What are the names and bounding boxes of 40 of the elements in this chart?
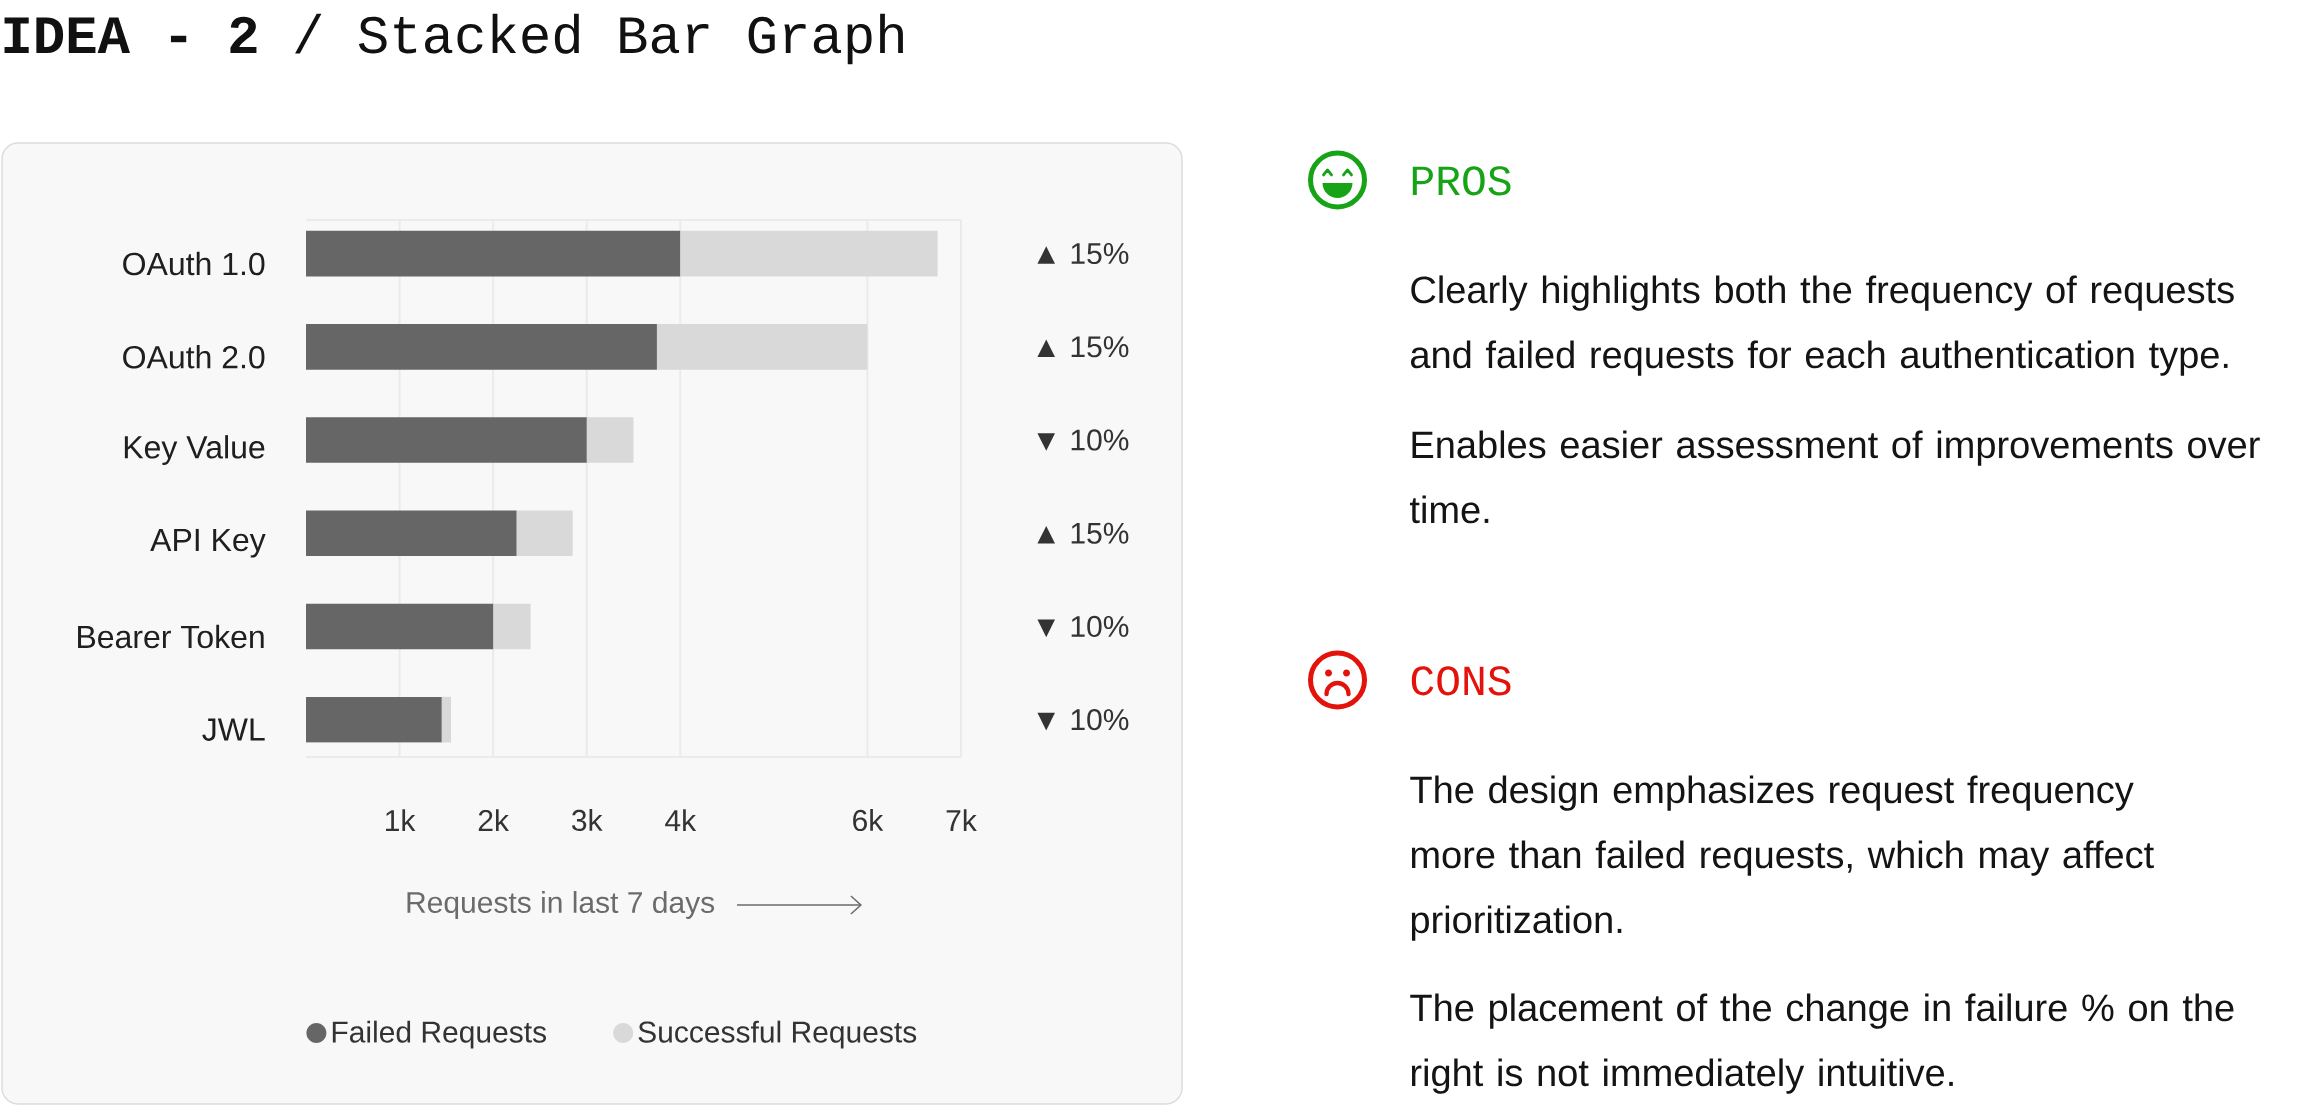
bar	[586, 417, 634, 463]
bar	[306, 230, 681, 277]
y-tick-label: JWL	[202, 718, 265, 741]
bar	[680, 230, 938, 277]
bar	[306, 603, 494, 650]
x-tick-label: 7k	[946, 809, 977, 831]
y-tick-label: Bearer Token	[78, 624, 264, 649]
text: Enables easier assessment of improvements over time.	[1409, 430, 2260, 524]
y-tick-label: OAuth 2.0	[123, 345, 265, 369]
text: ▲ 15%	[1037, 243, 1129, 265]
x-axis-title: Requests in last 7 days	[407, 891, 715, 919]
bar	[656, 323, 868, 370]
y-tick-label: OAuth 1.0	[123, 251, 265, 276]
text: ▼ 10%	[1037, 709, 1129, 731]
y-tick-label: Key Value	[124, 435, 265, 465]
bar	[441, 696, 452, 743]
bar	[306, 510, 517, 557]
text: The placement of the change in failure % on the right is not immediately intuitive.	[1410, 993, 2234, 1094]
bar	[306, 696, 442, 743]
x-tick-label: 3k	[572, 809, 603, 832]
text: ▼ 10%	[1037, 429, 1129, 451]
bar	[306, 417, 587, 463]
x-tick-label: 4k	[665, 809, 697, 831]
bar	[306, 323, 657, 370]
text: PROS	[1412, 166, 1511, 196]
chart-title: IDEA - 2 / Stacked Bar Graph	[4, 13, 903, 65]
legend-label: Successful Requests	[638, 1020, 917, 1049]
text: CONS	[1411, 666, 1511, 696]
bar	[516, 510, 573, 557]
x-tick-label: 6k	[853, 809, 884, 832]
text: ▲ 15%	[1037, 522, 1129, 544]
text: Clearly highlights both the frequency of requests and failed requests for each authentication type.	[1411, 275, 2234, 376]
text: ▲ 15%	[1037, 336, 1129, 358]
legend-label: Failed Requests	[332, 1020, 546, 1049]
bar	[493, 603, 531, 650]
x-tick-label: 1k	[386, 809, 416, 831]
text: ▼ 10%	[1037, 615, 1129, 638]
y-tick-label: API Key	[150, 528, 266, 558]
text: The design emphasizes request frequency more than failed requests, which may affect prioritization.	[1410, 775, 2154, 941]
x-tick-label: 2k	[478, 809, 510, 831]
